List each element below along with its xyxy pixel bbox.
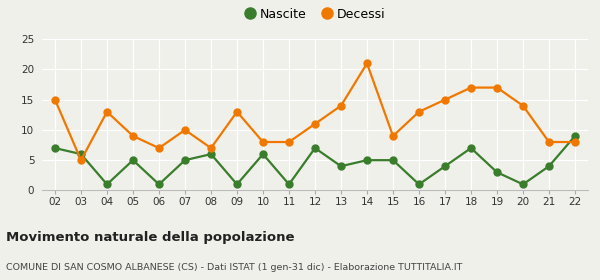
Nascite: [571, 134, 578, 138]
Nascite: [545, 165, 553, 168]
Decessi: [130, 134, 137, 138]
Decessi: [155, 146, 163, 150]
Decessi: [311, 122, 319, 125]
Line: Decessi: Decessi: [52, 60, 578, 164]
Nascite: [442, 165, 449, 168]
Decessi: [233, 110, 241, 113]
Decessi: [442, 98, 449, 101]
Nascite: [130, 158, 137, 162]
Decessi: [259, 140, 266, 144]
Line: Nascite: Nascite: [52, 132, 578, 188]
Legend: Nascite, Decessi: Nascite, Decessi: [240, 3, 390, 26]
Nascite: [493, 171, 500, 174]
Decessi: [77, 158, 85, 162]
Decessi: [103, 110, 110, 113]
Text: Movimento naturale della popolazione: Movimento naturale della popolazione: [6, 231, 295, 244]
Decessi: [493, 86, 500, 89]
Nascite: [520, 183, 527, 186]
Decessi: [364, 62, 371, 65]
Nascite: [259, 152, 266, 156]
Decessi: [467, 86, 475, 89]
Nascite: [467, 146, 475, 150]
Nascite: [311, 146, 319, 150]
Decessi: [520, 104, 527, 108]
Nascite: [389, 158, 397, 162]
Decessi: [415, 110, 422, 113]
Decessi: [181, 128, 188, 132]
Nascite: [415, 183, 422, 186]
Nascite: [208, 152, 215, 156]
Decessi: [389, 134, 397, 138]
Nascite: [286, 183, 293, 186]
Nascite: [364, 158, 371, 162]
Text: COMUNE DI SAN COSMO ALBANESE (CS) - Dati ISTAT (1 gen-31 dic) - Elaborazione TUT: COMUNE DI SAN COSMO ALBANESE (CS) - Dati…: [6, 263, 463, 272]
Nascite: [155, 183, 163, 186]
Decessi: [545, 140, 553, 144]
Decessi: [337, 104, 344, 108]
Nascite: [103, 183, 110, 186]
Decessi: [286, 140, 293, 144]
Nascite: [181, 158, 188, 162]
Decessi: [208, 146, 215, 150]
Decessi: [571, 140, 578, 144]
Nascite: [52, 146, 59, 150]
Nascite: [77, 152, 85, 156]
Nascite: [337, 165, 344, 168]
Decessi: [52, 98, 59, 101]
Nascite: [233, 183, 241, 186]
